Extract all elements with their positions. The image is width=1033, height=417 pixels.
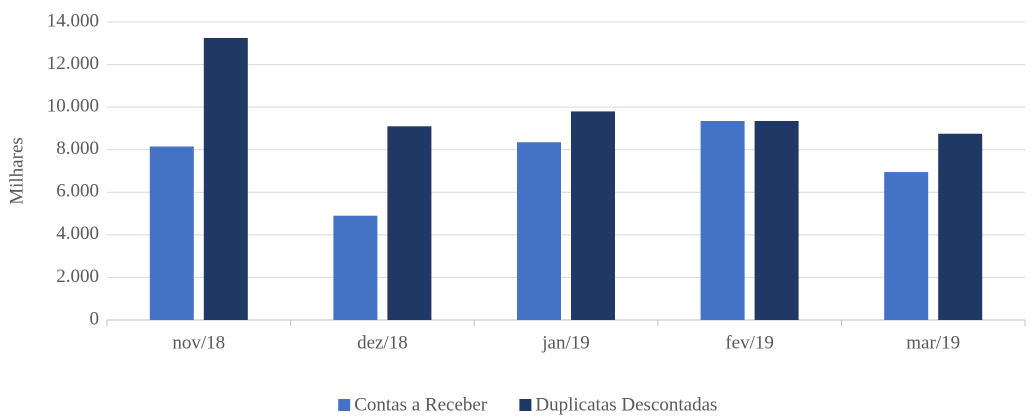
bar: [571, 111, 615, 321]
y-tick-label: 0: [90, 308, 100, 329]
y-tick-label: 2.000: [56, 266, 99, 287]
y-tick-label: 8.000: [56, 138, 99, 159]
x-tick-label: dez/18: [357, 332, 408, 353]
legend-label: Contas a Receber: [354, 394, 488, 415]
y-tick-label: 6.000: [56, 181, 99, 202]
y-tick-label: 10.000: [47, 96, 99, 117]
y-tick-label: 14.000: [47, 10, 99, 31]
x-tick-label: nov/18: [172, 332, 225, 353]
bar: [700, 120, 745, 320]
bar: [203, 37, 248, 320]
x-tick-label: mar/19: [906, 332, 960, 353]
bar: [333, 215, 378, 320]
y-tick-label: 12.000: [47, 53, 99, 74]
bar: [149, 146, 194, 320]
bar: [938, 133, 983, 320]
bar: [884, 172, 929, 320]
bar: [387, 126, 432, 320]
x-tick-label: jan/19: [541, 332, 590, 353]
bar: [754, 120, 799, 320]
legend-swatch: [338, 399, 351, 411]
y-tick-label: 4.000: [56, 223, 99, 244]
legend-swatch: [519, 399, 532, 411]
legend-label: Duplicatas Descontadas: [535, 394, 717, 415]
x-tick-label: fev/19: [725, 332, 774, 353]
y-axis-label: Milhares: [6, 137, 27, 205]
bar: [517, 142, 561, 320]
